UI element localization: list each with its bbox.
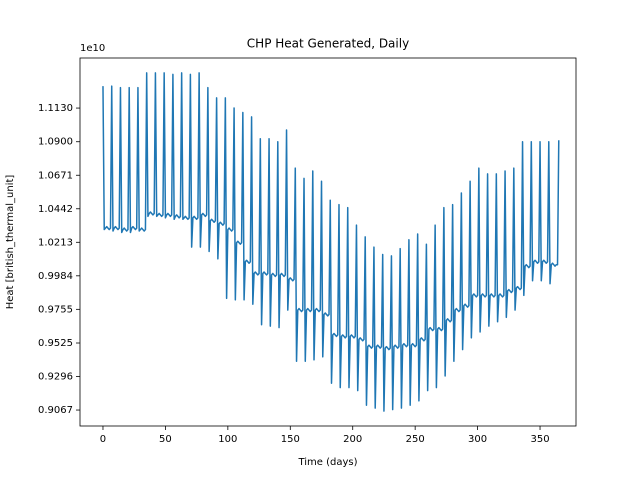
x-tick-label: 150 (281, 434, 300, 445)
chart-title: CHP Heat Generated, Daily (247, 37, 409, 51)
y-tick-label: 1.0213 (38, 237, 73, 248)
x-tick-label: 0 (100, 434, 106, 445)
x-tick-label: 350 (530, 434, 549, 445)
y-tick-label: 1.1130 (38, 103, 73, 114)
y-tick-label: 0.9525 (38, 338, 73, 349)
y-tick-label: 1.0442 (38, 204, 73, 215)
y-tick-label: 0.9067 (38, 405, 73, 416)
y-tick-label: 1.0900 (38, 137, 73, 148)
y-tick-label: 1.0671 (38, 170, 73, 181)
plot-frame (79, 57, 577, 427)
y-tick-label: 0.9755 (38, 304, 73, 315)
axis-offset: 1e10 (80, 43, 105, 54)
y-tick-label: 0.9984 (38, 271, 73, 282)
x-tick-label: 200 (343, 434, 362, 445)
x-tick-label: 300 (468, 434, 487, 445)
x-axis-label: Time (days) (297, 457, 357, 468)
x-tick-label: 50 (159, 434, 172, 445)
x-tick-label: 100 (218, 434, 237, 445)
x-tick-label: 250 (406, 434, 425, 445)
y-tick-label: 0.9296 (38, 372, 73, 383)
y-axis-label: Heat [british_thermal_unit] (5, 175, 16, 310)
data-line (102, 72, 560, 412)
